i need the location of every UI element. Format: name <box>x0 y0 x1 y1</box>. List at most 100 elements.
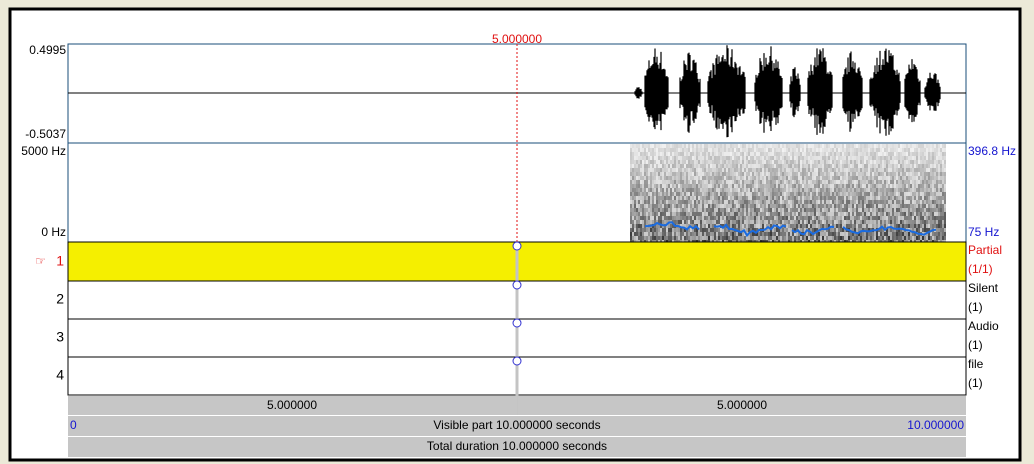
spectrogram-cell <box>734 188 736 192</box>
spectrogram-cell <box>686 192 688 196</box>
spectrogram-cell <box>642 200 644 204</box>
boundary-handle[interactable] <box>513 319 521 327</box>
spectrogram-cell <box>672 172 674 176</box>
spectrogram-cell <box>920 180 922 184</box>
spectrogram-cell <box>774 164 776 168</box>
spectrogram-cell <box>780 180 782 184</box>
spectrogram-cell <box>840 152 842 156</box>
spectrogram-cell <box>870 220 872 224</box>
spectrogram-cell <box>830 168 832 172</box>
spectrogram-cell <box>928 216 930 220</box>
spectrogram-cell <box>926 188 928 192</box>
spectrogram-cell <box>928 192 930 196</box>
spectrogram-cell <box>658 212 660 216</box>
spectrogram-cell <box>704 172 706 176</box>
spectrogram-cell <box>742 184 744 188</box>
spectrogram-cell <box>790 180 792 184</box>
spectrogram-cell <box>648 196 650 200</box>
spectrogram-cell <box>878 156 880 160</box>
spectrogram-cell <box>864 208 866 212</box>
spectrogram-cell <box>792 180 794 184</box>
spectrogram-cell <box>724 156 726 160</box>
spectrogram-cell <box>906 172 908 176</box>
spectrogram-cell <box>758 176 760 180</box>
spectrogram-cell <box>758 164 760 168</box>
spectrogram-cell <box>770 204 772 208</box>
spectrogram-cell <box>720 156 722 160</box>
spectrogram-cell <box>670 184 672 188</box>
spectrogram-cell <box>724 172 726 176</box>
spectrogram-cell <box>926 184 928 188</box>
spectrogram-cell <box>710 228 712 232</box>
spectrogram-cell <box>698 164 700 168</box>
spectrogram-cell <box>880 208 882 212</box>
spectrogram-cell <box>724 208 726 212</box>
spectrogram-cell <box>788 144 790 148</box>
waveform-max: 0.4995 <box>29 43 66 57</box>
spectrogram-cell <box>822 172 824 176</box>
spectrogram-cell <box>670 200 672 204</box>
spectrogram-cell <box>758 196 760 200</box>
spectrogram-cell <box>790 220 792 224</box>
spectrogram-cell <box>834 220 836 224</box>
tier-pointer: ☞ <box>35 254 46 268</box>
spectrogram-cell <box>684 216 686 220</box>
spectrogram-cell <box>848 232 850 236</box>
spectrogram-cell <box>786 168 788 172</box>
spectrogram-cell <box>880 196 882 200</box>
spectrogram-cell <box>630 224 632 228</box>
spectrogram-cell <box>812 216 814 220</box>
spectrogram-cell <box>638 232 640 236</box>
boundary-handle[interactable] <box>513 281 521 289</box>
spectrogram-cell <box>754 156 756 160</box>
spectrogram-cell <box>758 204 760 208</box>
spectrogram-cell <box>780 168 782 172</box>
spectrogram-cell <box>790 144 792 148</box>
spectrogram-cell <box>654 188 656 192</box>
spectrogram-cell <box>854 184 856 188</box>
spectrogram-cell <box>840 200 842 204</box>
spectrogram-cell <box>788 152 790 156</box>
spectrogram-cell <box>936 184 938 188</box>
spectrogram-cell <box>910 216 912 220</box>
spectrogram-cell <box>704 180 706 184</box>
spectrogram-cell <box>786 184 788 188</box>
spectrogram-cell <box>778 212 780 216</box>
spectrogram-cell <box>688 144 690 148</box>
spectrogram-cell <box>660 188 662 192</box>
spectrogram-cell <box>784 228 786 232</box>
spectrogram-cell <box>862 188 864 192</box>
boundary-handle[interactable] <box>513 357 521 365</box>
boundary-handle[interactable] <box>513 242 521 250</box>
spectrogram-cell <box>848 184 850 188</box>
spectrogram-cell <box>802 236 804 240</box>
spectrogram-cell <box>798 224 800 228</box>
spectrogram-cell <box>666 168 668 172</box>
spectrogram-cell <box>768 172 770 176</box>
spectrogram-cell <box>816 208 818 212</box>
spectrogram-cell <box>640 160 642 164</box>
spectrogram-cell <box>942 144 944 148</box>
spectrogram-cell <box>662 148 664 152</box>
spectrogram-cell <box>714 164 716 168</box>
spectrogram-cell <box>916 148 918 152</box>
spectrogram-cell <box>656 180 658 184</box>
spectrogram-cell <box>896 232 898 236</box>
spectrogram-cell <box>924 212 926 216</box>
spectrogram-cell <box>650 196 652 200</box>
spectrogram-cell <box>640 220 642 224</box>
spectrogram-cell <box>826 168 828 172</box>
spectrogram-cell <box>834 232 836 236</box>
spectrogram-cell <box>730 152 732 156</box>
spectrogram-cell <box>896 196 898 200</box>
spectrogram-cell <box>792 208 794 212</box>
spectrogram-cell <box>780 148 782 152</box>
spectrogram-cell <box>782 188 784 192</box>
spectrogram-cell <box>888 168 890 172</box>
spectrogram-cell <box>728 220 730 224</box>
spectrogram-cell <box>772 184 774 188</box>
spectrogram-cell <box>654 168 656 172</box>
spectrogram-cell <box>922 220 924 224</box>
spectrogram-cell <box>704 224 706 228</box>
spectrogram-cell <box>904 168 906 172</box>
